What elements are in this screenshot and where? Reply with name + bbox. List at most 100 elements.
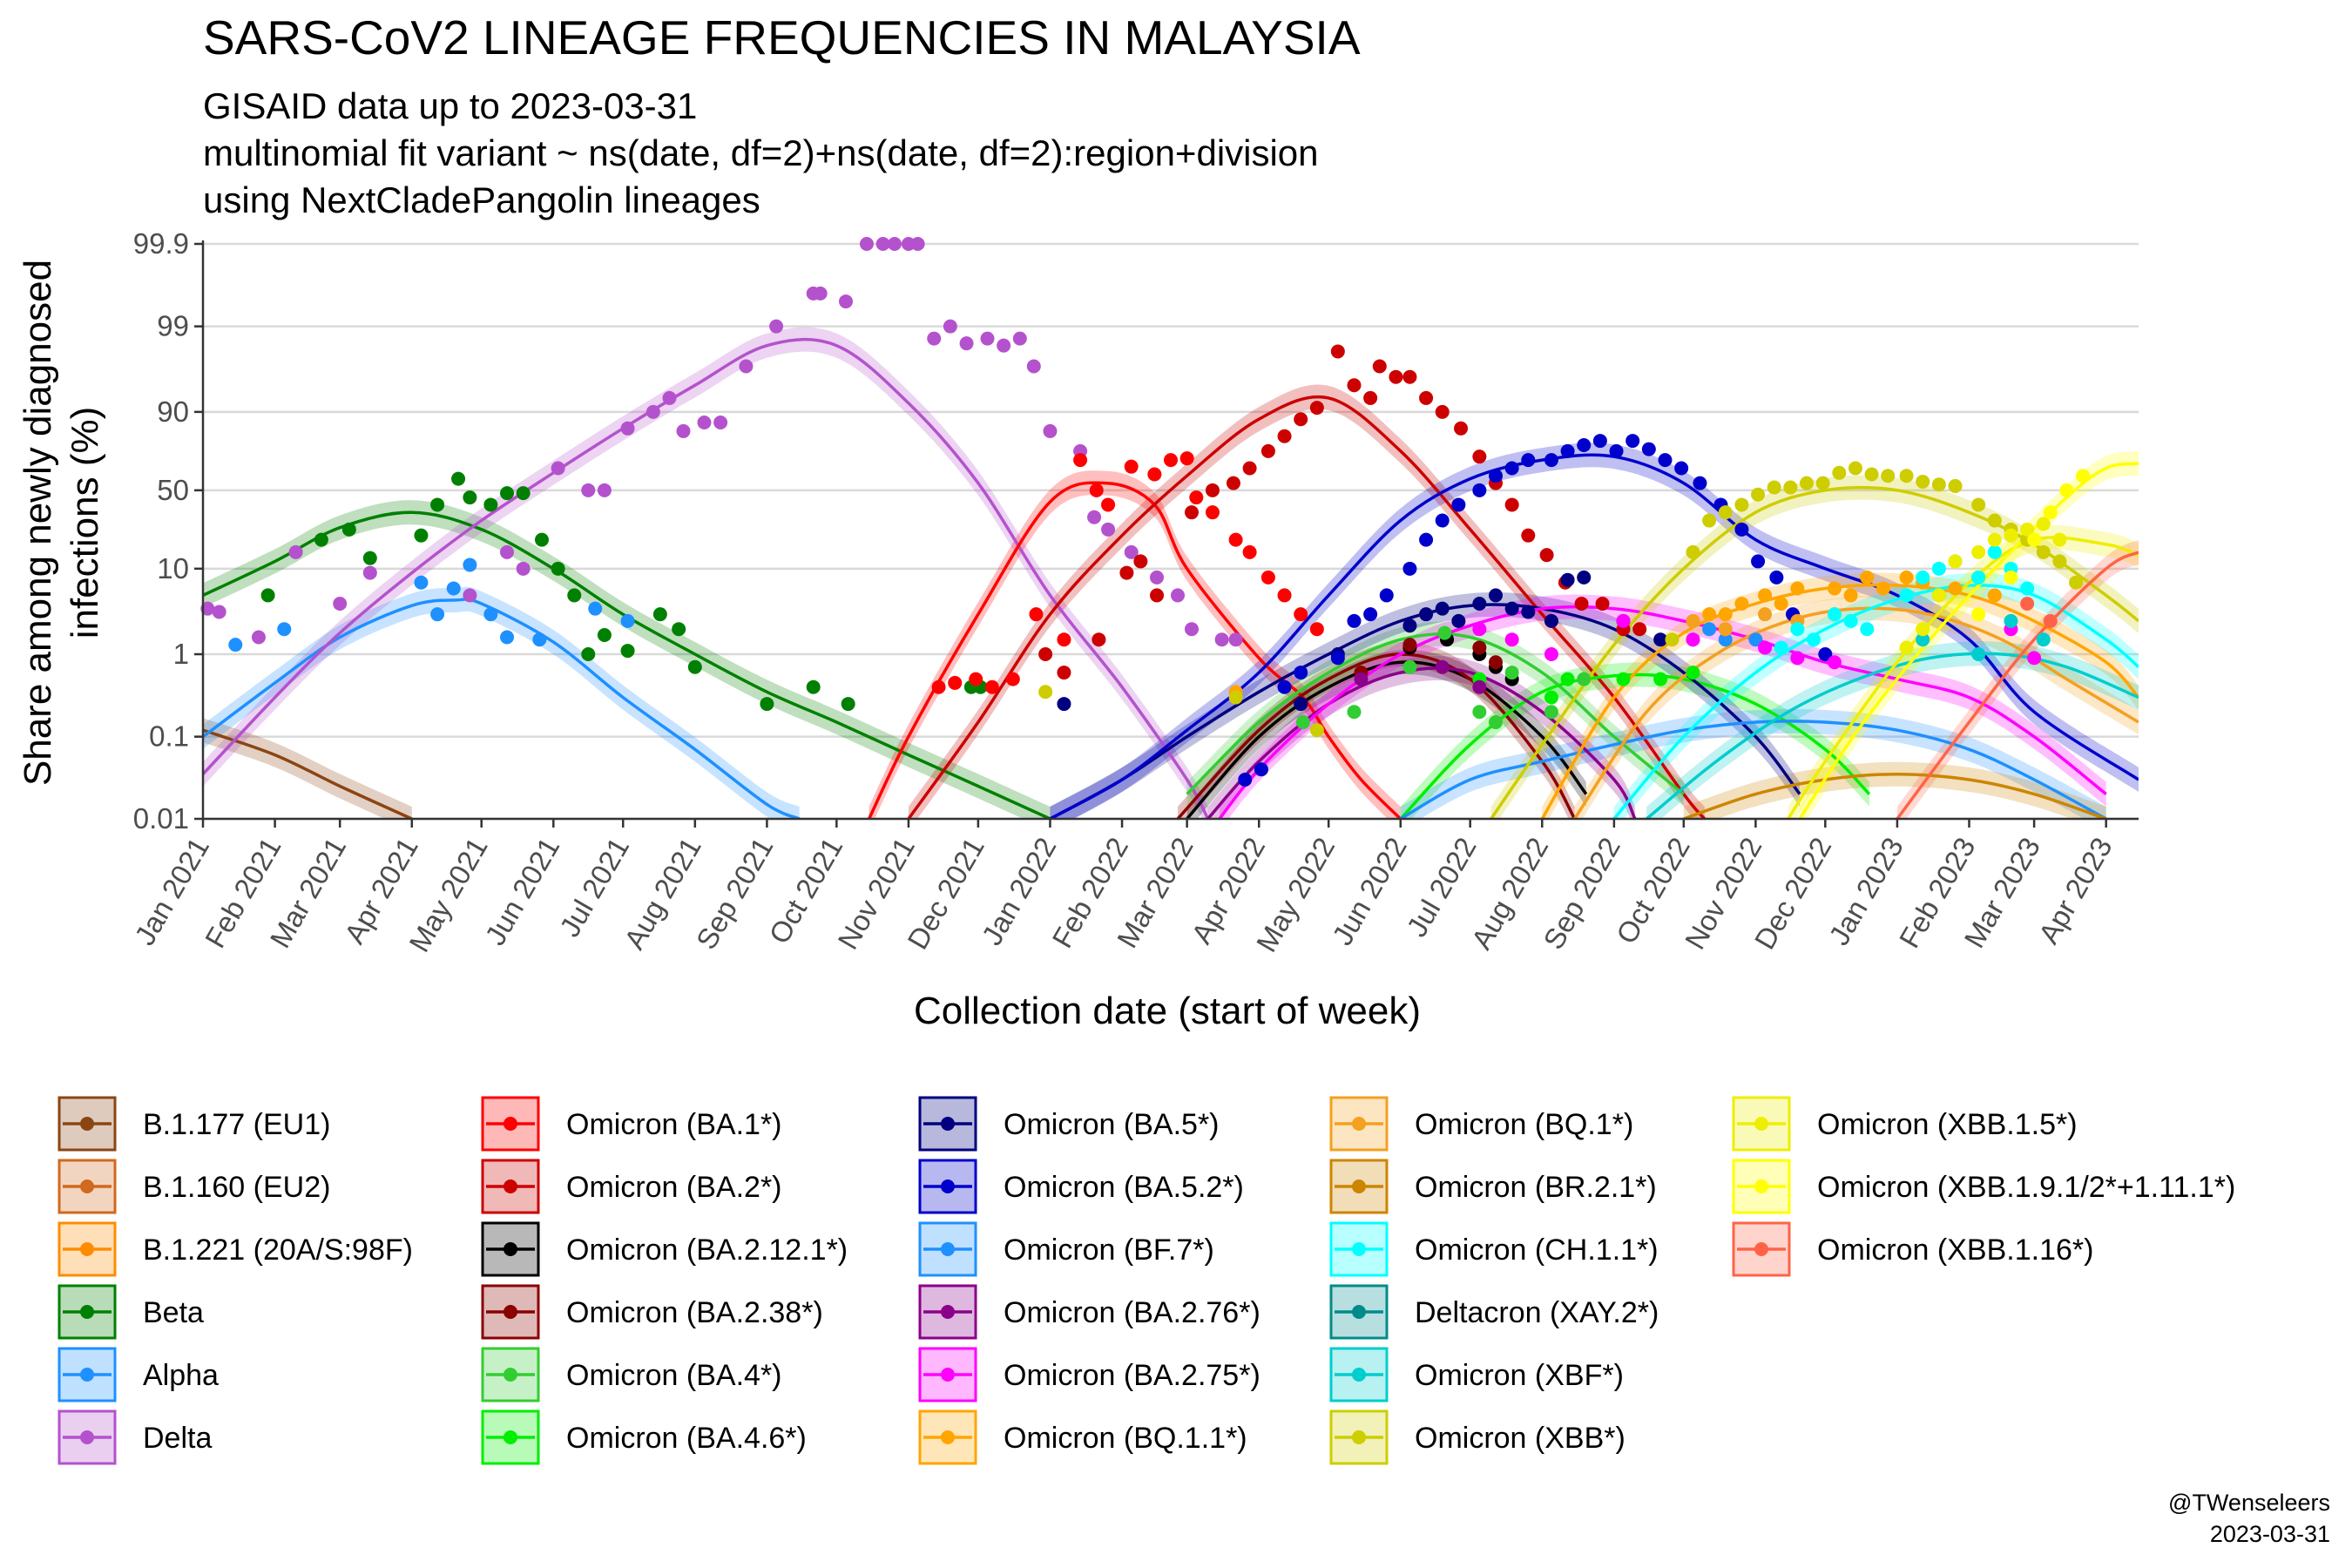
legend-label: Omicron (BA.2*) [566, 1171, 782, 1204]
data-point [1504, 461, 1519, 476]
legend-label: Omicron (BA.5.2*) [1004, 1171, 1244, 1204]
data-point [1653, 672, 1668, 686]
data-point [1876, 581, 1890, 596]
fit-curve [1683, 772, 2107, 819]
data-point [1402, 561, 1417, 576]
data-point [1170, 588, 1185, 603]
data-point [1658, 453, 1673, 468]
data-point [1758, 607, 1773, 622]
data-point [1948, 581, 1963, 596]
data-point [1228, 690, 1243, 705]
data-point [2059, 483, 2074, 497]
legend-label: Omicron (BR.2.1*) [1415, 1171, 1657, 1204]
data-point [1419, 390, 1434, 405]
data-point [1038, 647, 1053, 662]
data-point [1437, 625, 1452, 640]
y-axis-label-line-2: infections (%) [64, 407, 106, 639]
data-point [2020, 522, 2035, 537]
data-point [1686, 613, 1700, 628]
confidence-band [908, 384, 1705, 819]
data-point [1043, 423, 1058, 438]
data-point [969, 672, 983, 686]
data-point [1238, 773, 1253, 787]
data-point [1184, 622, 1199, 637]
legend-label: B.1.177 (EU1) [143, 1108, 330, 1141]
data-point [1693, 476, 1707, 490]
data-point [1616, 672, 1631, 686]
data-point [1379, 588, 1394, 603]
data-point [1087, 510, 1102, 524]
data-point [1560, 672, 1575, 686]
data-point [2020, 596, 2035, 611]
confidence-band [1613, 572, 2139, 819]
legend-item: Omicron (BA.4.6*) [481, 1409, 807, 1465]
data-point [2036, 632, 2051, 647]
fit-curve [203, 510, 1051, 819]
data-point [1674, 461, 1689, 476]
data-point [1189, 490, 1204, 505]
data-point [1179, 451, 1194, 466]
legend-label: B.1.221 (20A/S:98F) [143, 1233, 413, 1267]
data-point [1758, 588, 1773, 603]
legend-label: Omicron (XBF*) [1415, 1359, 1624, 1392]
legend-item: Omicron (BA.2.76*) [918, 1284, 1260, 1340]
fit-curve [1206, 666, 1637, 819]
legend-label: Omicron (BF.7*) [1004, 1233, 1214, 1267]
legend-label: Omicron (BA.2.76*) [1004, 1296, 1260, 1329]
data-point [1330, 651, 1345, 666]
data-point [1089, 483, 1104, 497]
data-point [1544, 453, 1558, 468]
data-point [1748, 632, 1763, 647]
data-point [1560, 572, 1575, 587]
legend-item: Beta [57, 1284, 204, 1340]
data-point [1539, 548, 1554, 563]
data-point [1881, 469, 1896, 483]
data-point [1800, 476, 1815, 490]
data-point [2052, 532, 2067, 547]
credit-author: @TWenseleers [2168, 1490, 2330, 1516]
data-point [260, 588, 275, 603]
data-point [1899, 640, 1914, 655]
data-point [1354, 672, 1369, 686]
y-tick-label: 99.9 [133, 227, 189, 260]
data-point [500, 630, 515, 645]
data-point [1595, 596, 1610, 611]
data-point [2036, 517, 2051, 531]
data-point [620, 421, 635, 436]
data-point [839, 294, 854, 309]
data-point [1435, 659, 1450, 674]
fit-curve [1573, 606, 2139, 819]
fit-curve [1646, 652, 2139, 819]
data-point [1504, 666, 1519, 680]
data-point [620, 644, 635, 659]
data-point [1277, 429, 1292, 443]
data-point [1769, 570, 1784, 585]
data-point [1521, 453, 1536, 468]
data-point [1702, 513, 1717, 528]
legend-item: Alpha [57, 1347, 219, 1402]
data-point [1150, 570, 1165, 585]
data-point [534, 532, 549, 547]
data-point [430, 607, 445, 622]
fit-curve [1896, 551, 2139, 819]
legend-label: Omicron (XBB*) [1415, 1422, 1625, 1455]
legend-label: Omicron (BA.2.38*) [566, 1296, 823, 1329]
legend-label: Omicron (XBB.1.9.1/2*+1.11.1*) [1817, 1171, 2235, 1204]
chart-subtitle-3: using NextCladePangolin lineages [203, 179, 760, 220]
confidence-band [203, 327, 1208, 819]
legend-label: Omicron (BA.2.75*) [1004, 1359, 1260, 1392]
data-point [1807, 632, 1821, 647]
fit-curve [203, 337, 1210, 819]
legend-item: Omicron (XBB*) [1329, 1409, 1625, 1465]
data-point [451, 471, 466, 486]
legend-label: Omicron (BA.1*) [566, 1108, 782, 1141]
data-point [1294, 607, 1308, 622]
data-point [1686, 632, 1700, 647]
data-point [333, 596, 348, 611]
data-point [1843, 588, 1858, 603]
data-point [1899, 570, 1914, 585]
data-point [1521, 605, 1536, 619]
data-point [1751, 554, 1766, 569]
data-point [1005, 672, 1020, 686]
y-tick-label: 50 [157, 474, 189, 506]
